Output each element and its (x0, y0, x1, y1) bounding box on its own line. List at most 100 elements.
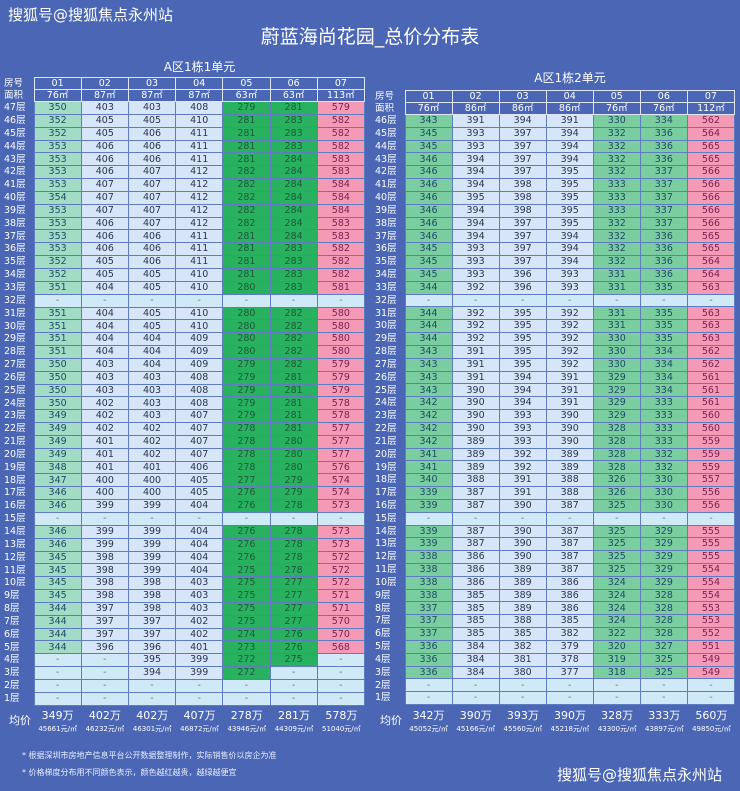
price-cell[interactable]: 279 (222, 357, 271, 372)
price-cell[interactable]: 573 (316, 537, 366, 552)
price-cell[interactable]: 398 (80, 563, 129, 578)
price-cell[interactable]: 347 (33, 473, 82, 488)
price-cell[interactable]: 572 (316, 563, 366, 578)
price-cell[interactable]: 274 (222, 627, 271, 642)
price-cell[interactable]: - (175, 293, 224, 308)
price-cell[interactable]: 386 (545, 588, 594, 603)
price-cell[interactable]: 403 (175, 601, 224, 616)
price-cell[interactable]: 384 (451, 639, 500, 654)
price-cell[interactable]: 566 (686, 190, 736, 205)
price-cell[interactable]: 398 (498, 178, 547, 192)
price-cell[interactable]: 325 (639, 665, 688, 680)
price-cell[interactable]: 561 (686, 383, 736, 398)
price-cell[interactable]: 566 (686, 203, 736, 218)
price-cell[interactable]: 402 (175, 627, 224, 642)
price-cell[interactable]: 583 (316, 165, 366, 180)
price-cell[interactable]: 336 (639, 242, 688, 257)
price-cell[interactable]: - (498, 691, 547, 706)
price-cell[interactable]: 275 (222, 589, 271, 603)
price-cell[interactable]: 387 (545, 524, 594, 539)
price-cell[interactable]: 325 (592, 550, 641, 564)
price-cell[interactable]: 555 (686, 550, 736, 564)
price-cell[interactable]: 345 (404, 267, 453, 282)
price-cell[interactable]: 407 (127, 216, 177, 231)
price-cell[interactable]: 389 (451, 447, 500, 462)
price-cell[interactable]: 391 (498, 473, 547, 488)
price-cell[interactable]: 549 (686, 665, 736, 680)
price-cell[interactable]: 329 (639, 537, 688, 552)
price-cell[interactable]: 579 (316, 383, 366, 398)
price-cell[interactable]: 403 (127, 396, 177, 411)
price-cell[interactable]: - (269, 512, 318, 526)
price-cell[interactable]: 412 (175, 190, 224, 205)
price-cell[interactable]: 394 (451, 229, 500, 244)
price-cell[interactable]: 553 (686, 601, 736, 616)
price-cell[interactable]: - (592, 691, 641, 706)
price-cell[interactable]: 334 (639, 383, 688, 398)
price-cell[interactable]: 398 (80, 576, 129, 591)
price-cell[interactable]: 562 (686, 357, 736, 372)
price-cell[interactable]: 279 (222, 396, 271, 411)
price-cell[interactable]: 336 (639, 152, 688, 167)
price-cell[interactable]: - (222, 293, 271, 308)
price-cell[interactable]: 332 (592, 229, 641, 244)
price-cell[interactable]: 571 (316, 589, 366, 603)
price-cell[interactable]: - (127, 678, 177, 693)
price-cell[interactable]: 583 (316, 229, 366, 244)
price-cell[interactable]: 399 (80, 537, 129, 552)
price-cell[interactable]: 403 (80, 383, 129, 398)
price-cell[interactable]: 275 (222, 601, 271, 616)
price-cell[interactable]: - (175, 678, 224, 693)
price-cell[interactable]: 394 (451, 152, 500, 167)
price-cell[interactable]: 392 (545, 357, 594, 372)
price-cell[interactable]: - (639, 678, 688, 693)
price-cell[interactable]: 554 (686, 575, 736, 590)
price-cell[interactable]: 332 (592, 216, 641, 231)
price-cell[interactable]: 407 (175, 409, 224, 424)
price-cell[interactable]: 394 (498, 370, 547, 385)
price-cell[interactable]: 385 (498, 627, 547, 641)
price-cell[interactable]: 346 (404, 190, 453, 205)
price-cell[interactable]: 282 (269, 357, 318, 372)
price-cell[interactable]: 394 (545, 139, 594, 154)
price-cell[interactable]: 392 (545, 344, 594, 359)
price-cell[interactable]: 583 (316, 152, 366, 167)
price-cell[interactable]: 324 (592, 575, 641, 590)
price-cell[interactable]: 394 (127, 666, 177, 680)
price-cell[interactable]: 574 (316, 473, 366, 488)
price-cell[interactable]: 332 (592, 255, 641, 269)
price-cell[interactable]: 397 (80, 614, 129, 629)
price-cell[interactable]: 405 (127, 306, 177, 321)
price-cell[interactable]: 349 (33, 422, 82, 436)
price-cell[interactable]: 352 (33, 255, 82, 269)
price-cell[interactable]: 409 (175, 345, 224, 359)
price-cell[interactable]: 409 (175, 332, 224, 347)
price-cell[interactable]: 283 (269, 139, 318, 154)
price-cell[interactable]: 278 (269, 524, 318, 539)
price-cell[interactable]: 390 (545, 421, 594, 436)
price-cell[interactable]: - (33, 653, 82, 668)
price-cell[interactable]: 406 (80, 229, 129, 244)
price-cell[interactable]: 352 (33, 126, 82, 141)
price-cell[interactable]: 408 (175, 370, 224, 385)
price-cell[interactable]: 329 (592, 383, 641, 398)
price-cell[interactable]: 378 (545, 652, 594, 667)
price-cell[interactable]: - (33, 678, 82, 693)
price-cell[interactable]: 276 (222, 537, 271, 552)
price-cell[interactable]: 346 (404, 178, 453, 192)
price-cell[interactable]: - (592, 293, 641, 308)
price-cell[interactable]: 332 (592, 242, 641, 257)
price-cell[interactable]: 331 (592, 319, 641, 334)
price-cell[interactable]: 563 (686, 280, 736, 295)
price-cell[interactable]: 394 (498, 396, 547, 411)
price-cell[interactable]: 564 (686, 126, 736, 141)
price-cell[interactable]: 338 (404, 562, 453, 577)
price-cell[interactable]: 402 (80, 409, 129, 424)
price-cell[interactable]: 346 (33, 537, 82, 552)
price-cell[interactable]: - (686, 691, 736, 706)
price-cell[interactable]: 387 (545, 537, 594, 552)
price-cell[interactable]: 353 (33, 139, 82, 154)
price-cell[interactable]: 284 (269, 152, 318, 167)
price-cell[interactable]: 330 (639, 486, 688, 500)
price-cell[interactable]: 400 (80, 486, 129, 501)
